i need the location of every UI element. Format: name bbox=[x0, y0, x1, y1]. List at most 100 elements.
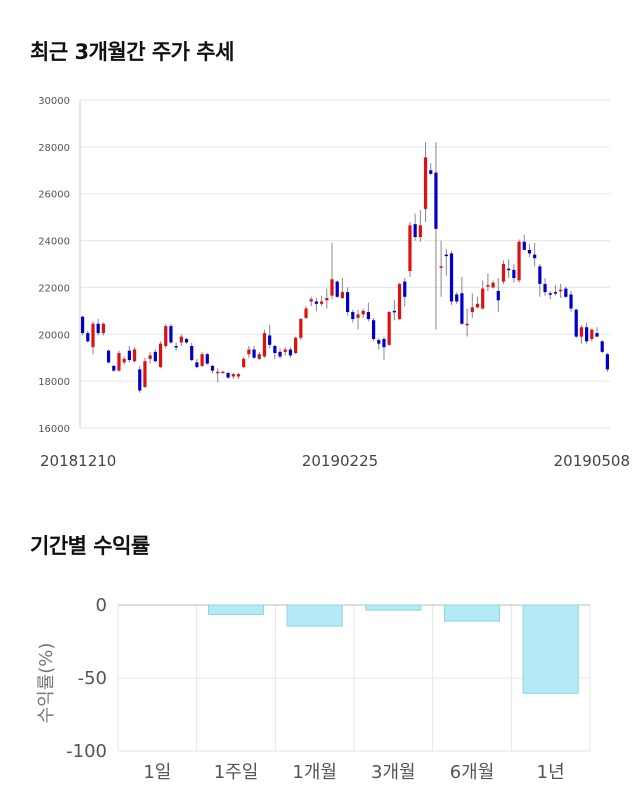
candle-body bbox=[262, 333, 267, 357]
candle-body bbox=[205, 354, 209, 364]
candle-body bbox=[392, 310, 396, 313]
candle-body bbox=[127, 350, 131, 361]
price-y-tick-label: 20000 bbox=[38, 330, 70, 341]
candle-body bbox=[501, 264, 506, 282]
candle-body bbox=[527, 249, 532, 254]
candle-body bbox=[397, 283, 402, 320]
candle-body bbox=[314, 301, 319, 304]
candle-body bbox=[356, 314, 360, 318]
price-y-tick-label: 22000 bbox=[38, 283, 70, 294]
candle-body bbox=[96, 323, 100, 334]
candle-body bbox=[216, 371, 220, 374]
candle-body bbox=[418, 225, 422, 238]
candle-body bbox=[553, 292, 558, 294]
candle-body bbox=[299, 319, 303, 338]
candle-body bbox=[304, 308, 308, 318]
candle-body bbox=[444, 254, 448, 257]
candle-body bbox=[268, 335, 272, 345]
returns-bar bbox=[443, 604, 501, 622]
candle-body bbox=[345, 292, 350, 313]
candle-body bbox=[236, 374, 241, 377]
candle-body bbox=[559, 289, 563, 292]
candle-body bbox=[439, 266, 443, 268]
candle-body bbox=[247, 349, 251, 355]
candle-body bbox=[330, 279, 334, 296]
candle-body bbox=[153, 351, 157, 362]
returns-y-tick-label: -50 bbox=[78, 668, 107, 689]
candle-body bbox=[496, 290, 500, 301]
candle-body bbox=[595, 333, 599, 337]
candle-body bbox=[371, 320, 376, 339]
returns-x-category-label: 3개월 bbox=[371, 762, 416, 783]
candle-body bbox=[117, 353, 121, 371]
candle-body bbox=[465, 323, 469, 326]
candle-body bbox=[470, 307, 474, 313]
candle-body bbox=[605, 354, 610, 370]
candle-body bbox=[226, 372, 230, 378]
candle-body bbox=[351, 312, 355, 320]
candle-body bbox=[564, 288, 568, 297]
candle-body bbox=[548, 293, 552, 295]
candle-body bbox=[195, 362, 199, 368]
price-chart-title: 최근 3개월간 주가 추세 bbox=[30, 40, 234, 64]
candle-body bbox=[184, 338, 189, 343]
candle-body bbox=[460, 293, 464, 324]
returns-y-axis-label: 수익률(%) bbox=[36, 643, 57, 724]
candle-body bbox=[512, 269, 516, 279]
candle-body bbox=[122, 358, 126, 363]
price-x-date-label: 20181210 bbox=[40, 452, 116, 470]
candle-body bbox=[210, 365, 215, 371]
candle-body bbox=[413, 224, 417, 238]
candle-body bbox=[252, 349, 256, 358]
candle-body bbox=[138, 369, 142, 391]
candle-body bbox=[423, 157, 428, 209]
candle-body bbox=[231, 374, 235, 377]
price-y-tick-label: 16000 bbox=[38, 424, 70, 435]
candle-body bbox=[278, 351, 282, 357]
candle-body bbox=[190, 346, 194, 361]
candle-body bbox=[543, 283, 547, 293]
candle-body bbox=[200, 354, 204, 366]
candle-body bbox=[507, 268, 511, 271]
candle-body bbox=[569, 294, 573, 309]
price-y-tick-label: 28000 bbox=[38, 143, 70, 154]
candle-body bbox=[309, 299, 313, 302]
candle-body bbox=[387, 312, 391, 345]
candle-body bbox=[179, 336, 183, 343]
candle-body bbox=[80, 316, 85, 334]
price-x-date-label: 20190225 bbox=[302, 452, 378, 470]
returns-bar bbox=[286, 604, 343, 627]
returns-y-tick-label: -100 bbox=[66, 741, 107, 762]
candle-body bbox=[585, 327, 589, 342]
candle-body bbox=[517, 241, 521, 281]
candle-body bbox=[449, 253, 454, 302]
candle-body bbox=[164, 326, 168, 346]
candle-body bbox=[382, 338, 386, 348]
candle-body bbox=[408, 225, 412, 272]
candle-body bbox=[174, 346, 178, 348]
candle-body bbox=[574, 309, 578, 337]
candle-body bbox=[429, 170, 433, 174]
candle-body bbox=[361, 310, 365, 315]
candle-body bbox=[403, 281, 407, 297]
returns-y-tick-label: 0 bbox=[96, 595, 107, 616]
candle-body bbox=[242, 358, 246, 368]
candle-body bbox=[283, 349, 287, 352]
price-y-tick-label: 24000 bbox=[38, 237, 70, 248]
returns-x-category-label: 6개월 bbox=[450, 762, 495, 783]
candle-body bbox=[273, 346, 277, 354]
candle-body bbox=[106, 350, 111, 363]
price-y-tick-label: 18000 bbox=[38, 377, 70, 388]
returns-x-category-label: 1주일 bbox=[214, 762, 259, 783]
candle-body bbox=[143, 361, 147, 387]
candle-body bbox=[294, 337, 298, 354]
candle-body bbox=[221, 371, 225, 374]
candle-body bbox=[475, 303, 480, 308]
returns-bar bbox=[365, 604, 422, 611]
price-x-date-label: 20190508 bbox=[554, 452, 630, 470]
returns-x-category-label: 1개월 bbox=[292, 762, 337, 783]
candle-body bbox=[600, 341, 604, 352]
candle-body bbox=[86, 333, 90, 342]
candle-body bbox=[366, 312, 370, 320]
